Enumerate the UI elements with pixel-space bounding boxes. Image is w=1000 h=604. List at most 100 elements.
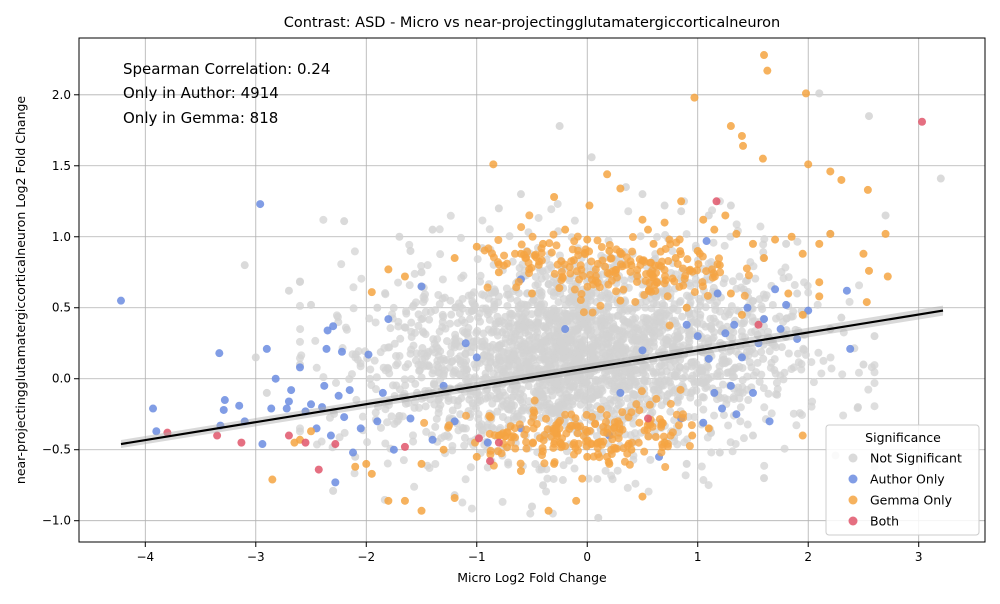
data-point-author-only xyxy=(262,344,271,353)
data-point-author-only xyxy=(356,424,365,433)
data-point-not-significant xyxy=(660,361,669,370)
data-point-author-only xyxy=(428,435,437,444)
data-point-author-only xyxy=(406,414,415,423)
data-point-gemma-only xyxy=(561,225,570,234)
data-point-not-significant xyxy=(652,368,661,377)
data-point-not-significant xyxy=(613,342,622,351)
data-point-not-significant xyxy=(584,386,593,395)
data-point-not-significant xyxy=(505,232,514,241)
data-point-not-significant xyxy=(329,486,338,495)
data-point-not-significant xyxy=(411,328,420,337)
data-point-not-significant xyxy=(478,337,487,346)
data-point-gemma-only xyxy=(652,277,661,286)
data-point-not-significant xyxy=(749,262,758,271)
data-point-not-significant xyxy=(410,269,419,278)
data-point-author-only xyxy=(307,400,316,409)
data-point-author-only xyxy=(710,388,719,397)
data-point-not-significant xyxy=(461,376,470,385)
data-point-not-significant xyxy=(488,399,497,408)
data-point-not-significant xyxy=(755,377,764,386)
data-point-not-significant xyxy=(528,345,537,354)
data-point-not-significant xyxy=(839,411,848,420)
x-axis: −4 −3 −2 −1 0 1 2 3 xyxy=(136,542,923,564)
data-point-gemma-only xyxy=(605,246,614,255)
data-point-gemma-only xyxy=(707,265,716,274)
data-point-not-significant xyxy=(779,318,788,327)
data-point-gemma-only xyxy=(462,411,471,420)
data-point-not-significant xyxy=(709,283,718,292)
data-point-not-significant xyxy=(748,431,757,440)
data-point-not-significant xyxy=(340,217,349,226)
data-point-gemma-only xyxy=(671,254,680,263)
data-point-author-only xyxy=(284,397,293,406)
data-point-not-significant xyxy=(560,354,569,363)
data-point-author-only xyxy=(340,413,349,422)
data-point-not-significant xyxy=(421,402,430,411)
data-point-not-significant xyxy=(587,153,596,162)
data-point-not-significant xyxy=(435,225,444,234)
data-point-author-only xyxy=(846,344,855,353)
data-point-author-only xyxy=(782,300,791,309)
data-point-not-significant xyxy=(513,341,522,350)
data-point-author-only xyxy=(760,315,769,324)
data-point-gemma-only xyxy=(596,301,605,310)
data-point-not-significant xyxy=(407,345,416,354)
data-point-not-significant xyxy=(371,318,380,327)
data-point-not-significant xyxy=(870,368,879,377)
data-point-gemma-only xyxy=(618,408,627,417)
data-point-not-significant xyxy=(623,394,632,403)
data-point-gemma-only xyxy=(616,184,625,193)
data-point-not-significant xyxy=(620,305,629,314)
data-point-not-significant xyxy=(392,352,401,361)
data-point-not-significant xyxy=(690,361,699,370)
data-point-gemma-only xyxy=(577,289,586,298)
data-point-gemma-only xyxy=(619,285,628,294)
data-point-not-significant xyxy=(583,325,592,334)
data-point-gemma-only xyxy=(802,89,811,98)
data-point-not-significant xyxy=(460,441,469,450)
data-point-gemma-only xyxy=(688,431,697,440)
data-point-not-significant xyxy=(400,375,409,384)
data-point-not-significant xyxy=(464,324,473,333)
data-point-not-significant xyxy=(756,222,765,231)
y-tick-label: −0.5 xyxy=(42,443,71,457)
data-point-not-significant xyxy=(793,349,802,358)
data-point-gemma-only xyxy=(815,292,824,301)
data-point-not-significant xyxy=(240,261,249,270)
data-point-gemma-only xyxy=(737,310,746,319)
data-point-not-significant xyxy=(547,287,556,296)
data-point-not-significant xyxy=(709,238,718,247)
data-point-not-significant xyxy=(556,337,565,346)
data-point-not-significant xyxy=(716,393,725,402)
data-point-not-significant xyxy=(485,225,494,234)
data-point-gemma-only xyxy=(649,239,658,248)
data-point-not-significant xyxy=(433,360,442,369)
data-point-not-significant xyxy=(508,311,517,320)
data-point-not-significant xyxy=(728,373,737,382)
data-point-gemma-only xyxy=(640,426,649,435)
data-point-not-significant xyxy=(854,368,863,377)
annotation-spearman: Spearman Correlation: 0.24 xyxy=(123,60,330,78)
data-point-not-significant xyxy=(486,343,495,352)
data-point-gemma-only xyxy=(632,400,641,409)
data-point-gemma-only xyxy=(798,249,807,258)
data-point-not-significant xyxy=(543,474,552,483)
data-point-gemma-only xyxy=(798,310,807,319)
data-point-not-significant xyxy=(404,360,413,369)
data-point-author-only xyxy=(364,350,373,359)
data-point-not-significant xyxy=(295,354,304,363)
data-point-not-significant xyxy=(826,353,835,362)
x-tick-label: −3 xyxy=(247,550,265,564)
data-point-gemma-only xyxy=(516,249,525,258)
data-point-not-significant xyxy=(736,417,745,426)
data-point-not-significant xyxy=(551,331,560,340)
data-point-gemma-only xyxy=(597,243,606,252)
x-axis-label: Micro Log2 Fold Change xyxy=(457,570,607,585)
data-point-not-significant xyxy=(312,363,321,372)
data-point-not-significant xyxy=(544,347,553,356)
data-point-not-significant xyxy=(411,298,420,307)
data-point-not-significant xyxy=(646,363,655,372)
data-point-not-significant xyxy=(592,320,601,329)
data-point-not-significant xyxy=(371,408,380,417)
x-tick-label: −1 xyxy=(468,550,486,564)
